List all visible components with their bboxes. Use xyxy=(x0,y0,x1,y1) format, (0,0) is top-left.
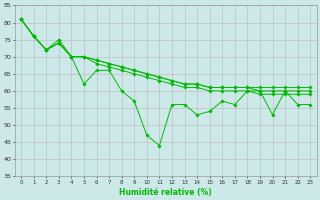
X-axis label: Humidité relative (%): Humidité relative (%) xyxy=(119,188,212,197)
